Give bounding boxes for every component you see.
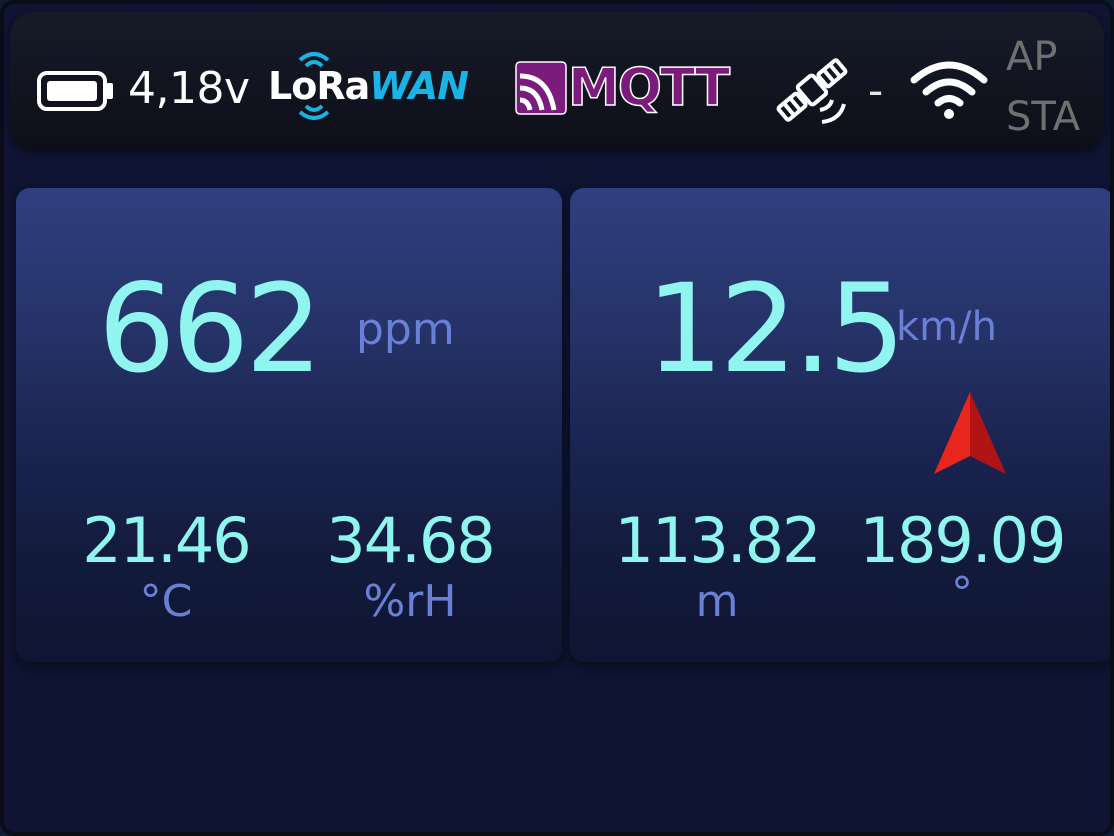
navigation-arrow-icon [932,390,1008,480]
status-bar: 4,18v LoRaWAN MQTT [10,12,1104,150]
humidity-value: 34.68 [326,504,496,577]
speed-unit: km/h [896,304,997,350]
battery-voltage: 4,18v [128,63,250,114]
wifi-icon [908,56,990,124]
battery-icon [36,70,116,116]
co2-card: 662 ppm 21.46 °C 34.68 %rH [16,188,562,662]
mqtt-logo: MQTT [514,57,742,122]
lorawan-wan: WAN [369,64,469,108]
altitude-value: 113.82 [614,504,822,577]
lora-waves-icon [298,52,330,120]
lorawan-logo: LoRaWAN [268,46,480,126]
mqtt-signal-icon [515,61,567,115]
temperature-unit: °C [139,576,193,627]
co2-value: 662 [98,258,323,400]
course-unit: ° [951,568,973,619]
lorawan-lora: LoRa [268,64,370,108]
humidity-unit: %rH [363,576,457,627]
co2-unit: ppm [356,304,455,355]
temperature-value: 21.46 [82,504,252,577]
altitude-unit: m [695,576,739,627]
wifi-mode-sta: STA [1006,94,1081,140]
course-value: 189.09 [859,504,1067,577]
gps-status: - [868,66,884,115]
mqtt-text: MQTT [567,57,731,119]
wifi-mode-ap: AP [1006,34,1058,80]
gps-card: 12.5 km/h 113.82 m 189.09 ° [570,188,1110,662]
satellite-icon [770,48,854,136]
speed-value: 12.5 [646,258,906,400]
lorawan-text: LoRaWAN [268,64,469,108]
